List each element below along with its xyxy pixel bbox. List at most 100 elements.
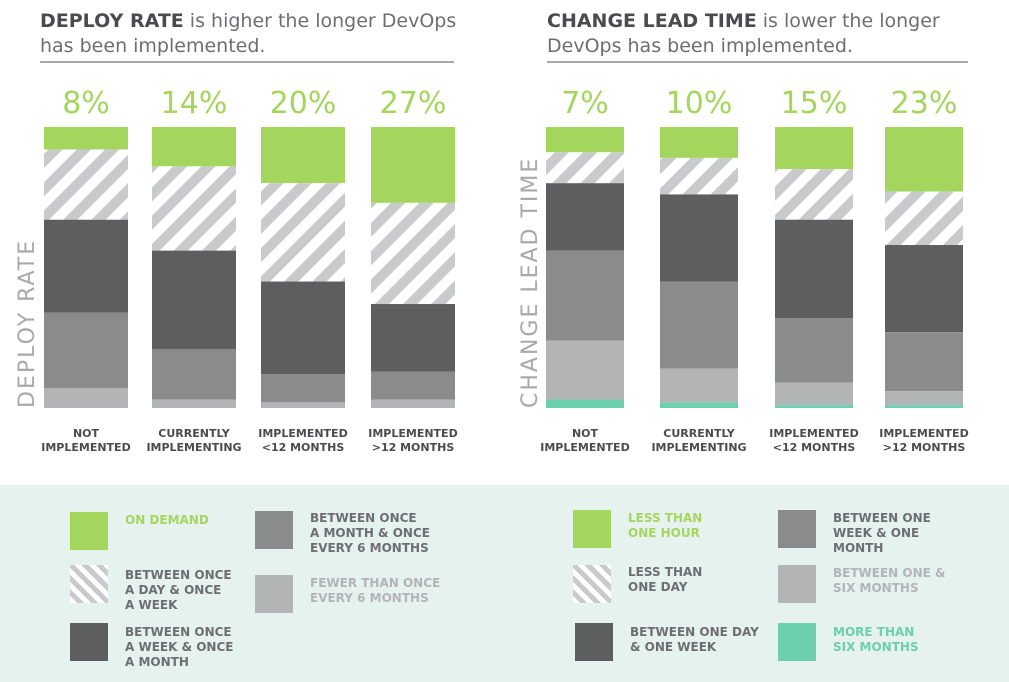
bar-segment-hatch	[546, 152, 624, 184]
legend-swatch-hatch	[70, 565, 108, 603]
bar-segment-hatch	[775, 169, 853, 220]
category-label: NOT	[572, 427, 599, 440]
top-percent-label: 10%	[666, 86, 733, 121]
bar-segment-hatch	[885, 191, 963, 246]
bar-segment-dark	[152, 250, 236, 349]
bar-segment-hatch	[152, 166, 236, 251]
bar-segment-light	[660, 368, 738, 403]
top-percent-label: 15%	[781, 86, 848, 121]
bar-segment-dark	[775, 219, 853, 319]
legend-swatch-teal	[778, 623, 816, 661]
bar-segment-hatch	[261, 183, 345, 282]
bar-segment-light	[775, 382, 853, 406]
category-label: IMPLEMENTED	[368, 427, 457, 440]
bar-segment-hatch	[660, 157, 738, 195]
legend-label-light: BETWEEN ONE & SIX MONTHS	[833, 566, 946, 595]
bar-segment-on_demand	[152, 127, 236, 167]
bar-segment-hatch	[371, 202, 455, 305]
lead-time-title-bold: CHANGE LEAD TIME	[547, 10, 757, 32]
deploy-rate-chart: 8%NOTIMPLEMENTED14%CURRENTLYIMPLEMENTING…	[15, 86, 458, 454]
bar-segment-on_demand	[660, 127, 738, 158]
bar-segment-light	[371, 399, 455, 408]
bar-segment-light	[546, 340, 624, 400]
legend-label-mid: BETWEEN ONCE A MONTH & ONCE EVERY 6 MONTHS	[310, 511, 430, 555]
top-percent-label: 20%	[270, 86, 337, 121]
deploy-rate-title: DEPLOY RATE is higher the longer DevOps …	[40, 9, 460, 59]
legend-swatch-mid	[778, 510, 816, 548]
legend-swatch-dark	[70, 623, 108, 661]
lead-time-title: CHANGE LEAD TIME is lower the longer Dev…	[547, 9, 967, 59]
category-label: IMPLEMENTING	[146, 441, 241, 454]
legend-panel	[0, 485, 1009, 682]
bar-segment-mid	[261, 374, 345, 403]
bar-segment-dark	[885, 245, 963, 333]
category-label: IMPLEMENTED	[879, 427, 968, 440]
category-label: IMPLEMENTED	[769, 427, 858, 440]
category-label: >12 MONTHS	[372, 441, 455, 454]
bar-segment-on_demand	[44, 127, 128, 150]
legend-swatch-on_demand	[573, 510, 611, 548]
category-label: IMPLEMENTED	[258, 427, 347, 440]
bar-segment-dark	[546, 183, 624, 251]
category-label: IMPLEMENTED	[540, 441, 629, 454]
legend-label-hatch: LESS THAN ONE DAY	[628, 565, 703, 594]
legend-label-dark: BETWEEN ONE DAY & ONE WEEK	[630, 625, 759, 654]
bar-segment-dark	[660, 194, 738, 282]
bar-segment-light	[885, 391, 963, 406]
category-label: NOT	[73, 427, 100, 440]
category-label: IMPLEMENTING	[651, 441, 746, 454]
top-percent-label: 27%	[380, 86, 447, 121]
bar-segment-teal	[660, 402, 738, 408]
y-axis-label: CHANGE LEAD TIME	[518, 157, 543, 408]
bar-segment-dark	[261, 281, 345, 375]
legend-swatch-mid	[255, 511, 293, 549]
deploy-rate-title-rest: is higher the longer DevOps has been imp…	[40, 10, 457, 57]
legend-label-hatch: BETWEEN ONCE A DAY & ONCE A WEEK	[125, 568, 232, 612]
category-label: <12 MONTHS	[773, 441, 856, 454]
bar-segment-on_demand	[775, 127, 853, 170]
legend-swatch-light	[255, 575, 293, 613]
top-percent-label: 8%	[62, 86, 110, 121]
bar-segment-mid	[44, 312, 128, 389]
deploy-rate-title-bold: DEPLOY RATE	[40, 10, 184, 32]
legend-swatch-on_demand	[70, 512, 108, 550]
top-percent-label: 23%	[891, 86, 958, 121]
y-axis-label: DEPLOY RATE	[15, 239, 40, 408]
category-label: >12 MONTHS	[883, 441, 966, 454]
legend-label-on_demand: ON DEMAND	[125, 513, 209, 527]
bar-segment-dark	[44, 219, 128, 313]
lead-time-title-rule	[547, 61, 968, 63]
bar-segment-teal	[775, 405, 853, 408]
bar-segment-on_demand	[546, 127, 624, 153]
bar-segment-on_demand	[885, 127, 963, 192]
charts-canvas: 8%NOTIMPLEMENTED14%CURRENTLYIMPLEMENTING…	[15, 86, 969, 454]
category-label: <12 MONTHS	[262, 441, 345, 454]
bar-segment-light	[152, 399, 236, 408]
legend-label-mid: BETWEEN ONE WEEK & ONE MONTH	[833, 511, 931, 555]
lead-time-chart: 7%NOTIMPLEMENTED10%CURRENTLYIMPLEMENTING…	[518, 86, 969, 454]
legend-swatch-hatch	[573, 565, 611, 603]
bar-segment-dark	[371, 304, 455, 372]
legend-swatch-light	[778, 565, 816, 603]
top-percent-label: 14%	[161, 86, 228, 121]
bar-segment-hatch	[44, 149, 128, 220]
bar-segment-teal	[546, 399, 624, 408]
bar-segment-on_demand	[261, 127, 345, 184]
category-label: IMPLEMENTED	[41, 441, 130, 454]
legend-label-teal: MORE THAN SIX MONTHS	[833, 625, 919, 654]
bar-segment-teal	[885, 405, 963, 408]
category-label: CURRENTLY	[158, 427, 230, 440]
bar-segment-mid	[371, 371, 455, 400]
bar-segment-light	[261, 402, 345, 408]
bar-segment-on_demand	[371, 127, 455, 203]
top-percent-label: 7%	[561, 86, 609, 121]
legend-label-dark: BETWEEN ONCE A WEEK & ONCE A MONTH	[125, 625, 234, 669]
deploy-rate-title-rule	[40, 61, 454, 63]
lead-time-title-rest: is lower the longer DevOps has been impl…	[547, 10, 940, 57]
bar-segment-mid	[546, 250, 624, 341]
category-label: CURRENTLY	[663, 427, 735, 440]
legend-label-light: FEWER THAN ONCE EVERY 6 MONTHS	[310, 576, 441, 605]
legend-swatch-dark	[575, 623, 613, 661]
legend-label-on_demand: LESS THAN ONE HOUR	[628, 511, 703, 540]
bar-segment-mid	[885, 332, 963, 392]
